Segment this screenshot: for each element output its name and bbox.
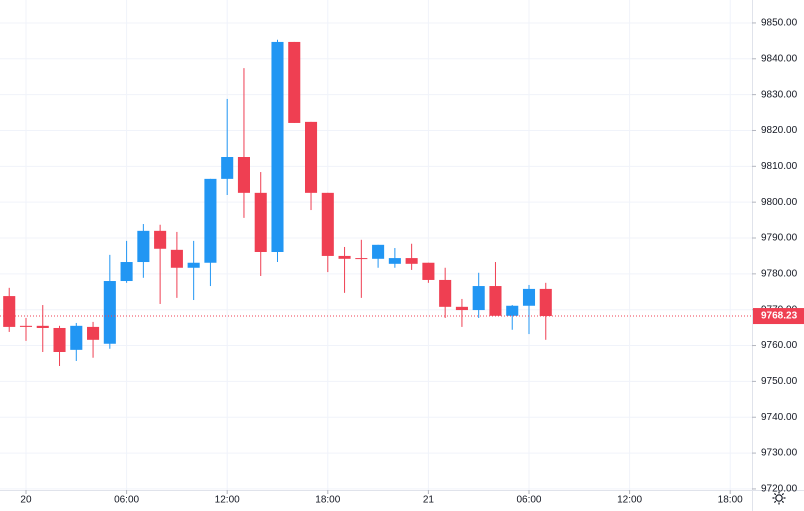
y-tick-label: 9850.00 <box>761 18 798 29</box>
candle-body <box>472 286 485 311</box>
y-tick-label: 9740.00 <box>761 412 798 423</box>
x-tick-label: 12:00 <box>215 495 240 506</box>
candle-body <box>304 121 318 193</box>
candle-body <box>53 327 66 352</box>
candle-body <box>422 262 435 280</box>
last-price-tag <box>753 308 804 325</box>
candle-body <box>3 296 16 327</box>
candle-body <box>237 157 250 193</box>
candle-body <box>187 262 200 268</box>
y-tick-label: 9760.00 <box>761 340 798 351</box>
candle-body <box>87 326 100 340</box>
y-tick-label: 9810.00 <box>761 161 798 172</box>
candle-body <box>439 279 452 307</box>
candles <box>3 39 552 366</box>
last-price-label: 9768.23 <box>761 311 798 322</box>
y-tick-label: 9790.00 <box>761 233 798 244</box>
candle-body <box>288 41 301 123</box>
candle-body <box>405 258 418 264</box>
candle-body <box>137 230 150 263</box>
candle-body <box>70 325 83 350</box>
candle-body <box>522 288 536 306</box>
candle-body <box>489 286 502 316</box>
candle-body <box>539 288 552 317</box>
candle-body <box>36 325 49 328</box>
x-tick-label: 18:00 <box>718 495 743 506</box>
y-tick-label: 9730.00 <box>761 448 798 459</box>
y-tick-label: 9800.00 <box>761 197 798 208</box>
candle-body <box>170 249 183 268</box>
candle-body <box>455 306 468 311</box>
candle-body <box>372 244 385 259</box>
x-tick-label: 06:00 <box>114 495 139 506</box>
candle-body <box>355 258 368 260</box>
candle-body <box>506 305 519 316</box>
settings-icon[interactable] <box>772 491 786 505</box>
candle-body <box>338 255 351 259</box>
candle-body <box>120 262 133 282</box>
y-tick-label: 9780.00 <box>761 268 798 279</box>
y-tick-label: 9820.00 <box>761 125 798 136</box>
y-tick-label: 9830.00 <box>761 89 798 100</box>
x-tick-label: 12:00 <box>617 495 642 506</box>
candle-body <box>19 325 33 327</box>
candle-body <box>221 157 234 179</box>
y-tick-label: 9720.00 <box>761 484 798 495</box>
y-tick-label: 9750.00 <box>761 376 798 387</box>
x-tick-label: 21 <box>423 495 435 506</box>
x-tick-label: 06:00 <box>516 495 541 506</box>
candle-body <box>254 192 267 252</box>
candle-body <box>154 230 167 249</box>
x-tick-label: 18:00 <box>315 495 340 506</box>
x-tick-label: 20 <box>20 495 32 506</box>
candle-body <box>204 178 217 263</box>
candle-body <box>271 41 284 252</box>
candle-body <box>103 281 116 344</box>
y-tick-label: 9840.00 <box>761 53 798 64</box>
candle-body <box>321 192 334 256</box>
candle-body <box>388 258 401 264</box>
